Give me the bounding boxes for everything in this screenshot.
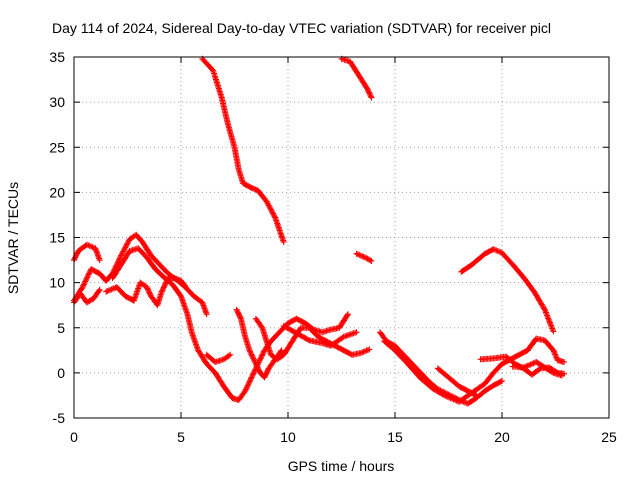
y-tick-label: 25	[49, 139, 65, 155]
plus-marker-trail	[280, 322, 360, 349]
series-track-11	[233, 306, 285, 381]
series-track-4	[458, 246, 557, 335]
series-track-10	[203, 351, 234, 365]
y-tick-label: 20	[49, 184, 65, 200]
plus-marker-trail	[71, 286, 103, 306]
series-track-3	[353, 250, 375, 264]
y-tick-label: 30	[49, 94, 65, 110]
plus-marker-trail	[353, 250, 375, 264]
plus-marker-trail	[458, 246, 557, 335]
x-tick-label: 25	[601, 429, 617, 445]
plus-marker-trail	[103, 275, 189, 309]
y-tick-label: 5	[57, 320, 65, 336]
series-track-12	[252, 315, 373, 363]
x-tick-label: 15	[387, 429, 403, 445]
series-track-1	[199, 55, 287, 245]
series-track-18	[509, 359, 565, 379]
data-points	[71, 55, 568, 407]
series-track-5	[71, 241, 103, 264]
plus-marker-trail	[252, 315, 373, 363]
series-track-7	[71, 286, 103, 306]
chart-title: Day 114 of 2024, Sidereal Day-to-day VTE…	[52, 20, 551, 36]
series-track-16	[434, 365, 480, 399]
series-track-2	[338, 55, 375, 101]
x-tick-label: 20	[494, 429, 510, 445]
series-track-8	[109, 245, 351, 403]
y-tick-label: 35	[49, 49, 65, 65]
y-axis-label: SDTVAR / TECUs	[5, 182, 21, 294]
series-track-6	[71, 231, 210, 318]
series-track-9	[103, 275, 189, 309]
series-track-13	[280, 322, 360, 349]
plus-marker-trail	[381, 335, 568, 405]
y-tick-label: 0	[57, 365, 65, 381]
y-tick-label: -5	[53, 410, 66, 426]
x-tick-label: 10	[280, 429, 296, 445]
y-tick-label: 15	[49, 230, 65, 246]
x-axis-label: GPS time / hours	[288, 458, 395, 474]
plus-marker-trail	[203, 351, 234, 365]
series-track-15	[381, 335, 568, 405]
x-tick-label: 0	[70, 429, 78, 445]
plus-marker-trail	[338, 55, 375, 101]
plus-marker-trail	[434, 365, 480, 399]
plus-marker-trail	[71, 231, 210, 318]
y-tick-label: 10	[49, 275, 65, 291]
plus-marker-trail	[233, 306, 285, 381]
plus-marker-trail	[109, 245, 351, 403]
plus-marker-trail	[199, 55, 287, 245]
plus-marker-trail	[71, 241, 103, 264]
x-tick-label: 5	[177, 429, 185, 445]
plus-marker-trail	[509, 359, 565, 379]
